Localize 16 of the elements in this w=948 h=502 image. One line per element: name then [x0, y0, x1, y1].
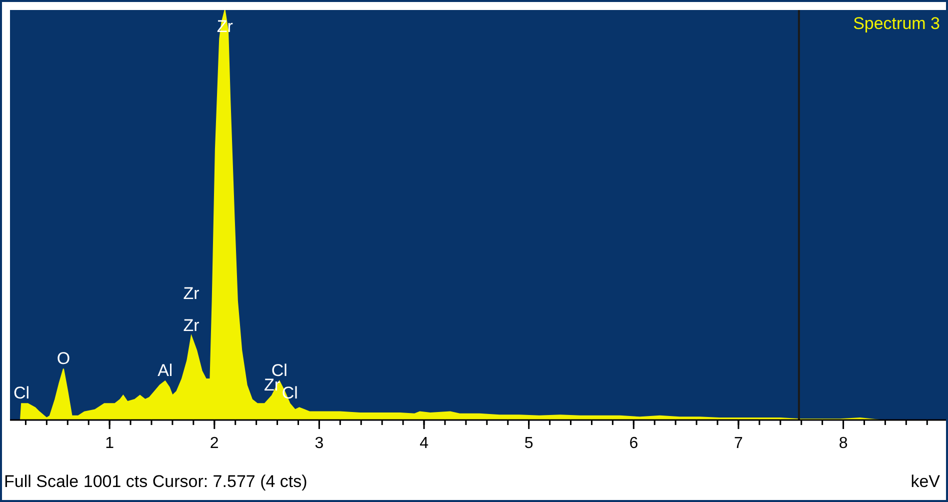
x-tick-label: 3: [314, 435, 324, 452]
x-axis-title: keV: [910, 472, 940, 492]
annotation: O: [56, 348, 70, 368]
x-tick-label: 8: [838, 435, 848, 452]
text: Spectrum 3: [853, 14, 940, 34]
annotation: Zr: [183, 316, 200, 335]
annotation: Cl: [14, 384, 30, 403]
x-tick-label: 5: [524, 435, 534, 452]
annotation: Zr: [183, 284, 200, 303]
x-tick-label: 6: [629, 435, 638, 452]
x-tick-label: 7: [734, 435, 744, 452]
x-tick-label: 1: [105, 435, 114, 452]
annotation: Al: [158, 361, 173, 380]
text: Full Scale 1001 cts Cursor: 7.577 (4 cts): [4, 472, 308, 492]
x-tick-label: 2: [210, 435, 219, 452]
x-tick-label: 4: [420, 435, 429, 452]
